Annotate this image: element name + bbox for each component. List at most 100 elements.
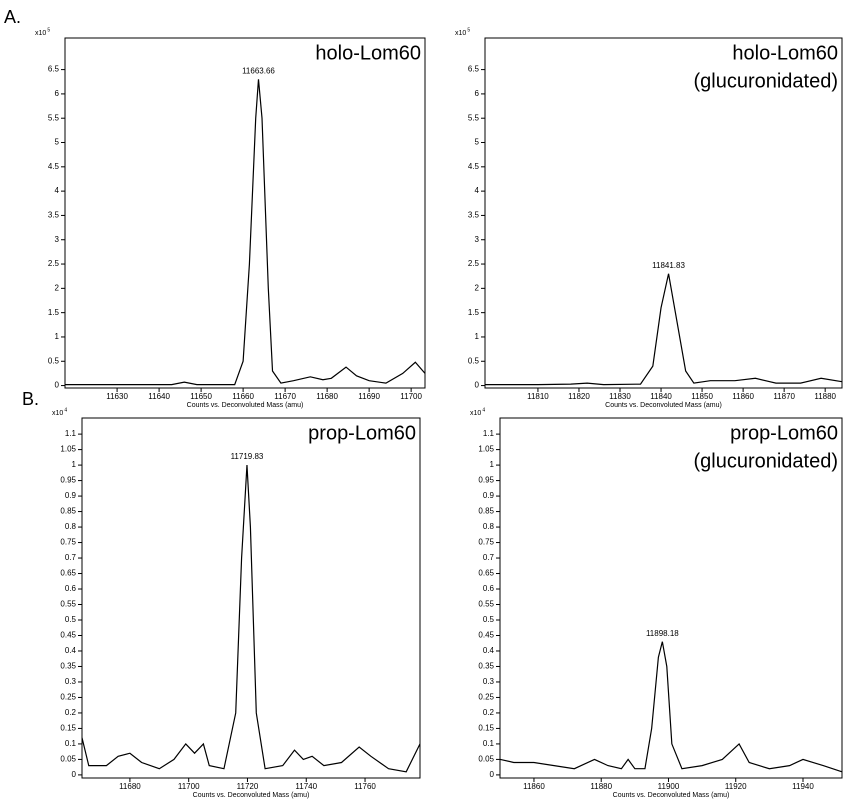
y-tick-label: 1 xyxy=(475,332,480,341)
y-tick-label: 0.5 xyxy=(65,615,77,624)
y-tick-label: 0.9 xyxy=(483,491,495,500)
x-tick-label: 11660 xyxy=(232,392,254,401)
x-tick-label: 11700 xyxy=(178,782,200,791)
plot-frame xyxy=(64,37,426,389)
x-axis-label: Counts vs. Deconvoluted Mass (amu) xyxy=(193,792,310,799)
chart-title: holo-Lom60 xyxy=(315,42,421,64)
x-tick-label: 11630 xyxy=(106,392,128,401)
y-tick-label: 0.15 xyxy=(60,724,76,733)
y-tick-label: 0.6 xyxy=(65,584,77,593)
x-tick-label: 11720 xyxy=(237,782,259,791)
y-exponent: 4 xyxy=(482,407,485,413)
plot-frame xyxy=(499,417,843,779)
y-multiplier: x10 xyxy=(35,30,46,37)
plot-frame xyxy=(484,37,843,389)
y-tick-label: 0 xyxy=(475,381,480,390)
y-tick-label: 0.65 xyxy=(60,569,76,578)
peak-label: 11841.83 xyxy=(652,261,685,270)
y-tick-label: 0.35 xyxy=(478,662,494,671)
y-tick-label: 4 xyxy=(55,186,60,195)
x-axis-label: Counts vs. Deconvoluted Mass (amu) xyxy=(187,402,304,409)
chart-subtitle: (glucuronidated) xyxy=(693,450,838,472)
x-tick-label: 11760 xyxy=(354,782,376,791)
y-tick-label: 0.75 xyxy=(60,538,76,547)
y-multiplier: x10 xyxy=(455,30,466,37)
y-tick-label: 0.7 xyxy=(483,553,495,562)
y-tick-label: 0.2 xyxy=(483,708,495,717)
y-tick-label: 6.5 xyxy=(48,65,60,74)
y-tick-label: 6 xyxy=(55,89,60,98)
y-tick-label: 2 xyxy=(475,283,480,292)
y-tick-label: 0.85 xyxy=(478,507,494,516)
x-tick-label: 11920 xyxy=(725,782,747,791)
chart-title: holo-Lom60 xyxy=(732,42,838,64)
y-exponent: 5 xyxy=(47,27,50,33)
x-tick-label: 11810 xyxy=(527,392,549,401)
x-tick-label: 11680 xyxy=(119,782,141,791)
x-tick-label: 11740 xyxy=(295,782,317,791)
y-tick-label: 1.05 xyxy=(478,445,494,454)
y-tick-label: 1 xyxy=(55,332,60,341)
y-tick-label: 3 xyxy=(475,235,480,244)
panel-label: A. xyxy=(4,7,21,27)
y-tick-label: 0.5 xyxy=(483,615,495,624)
y-tick-label: 0.95 xyxy=(478,476,494,485)
peak-label: 11719.83 xyxy=(231,452,264,461)
peak-label: 11898.18 xyxy=(646,629,679,638)
y-tick-label: 0.45 xyxy=(60,631,76,640)
y-tick-label: 4.5 xyxy=(468,162,480,171)
y-tick-label: 5.5 xyxy=(48,113,60,122)
x-tick-label: 11640 xyxy=(148,392,170,401)
y-tick-label: 6 xyxy=(475,89,480,98)
y-tick-label: 0.55 xyxy=(478,600,494,609)
y-tick-label: 0 xyxy=(55,381,60,390)
y-tick-label: 5 xyxy=(475,138,480,147)
y-tick-label: 0.3 xyxy=(483,677,495,686)
y-tick-label: 0.5 xyxy=(468,356,480,365)
data-line xyxy=(485,273,843,386)
y-tick-label: 0.2 xyxy=(65,708,77,717)
x-tick-label: 11680 xyxy=(316,392,338,401)
y-tick-label: 3.5 xyxy=(468,211,480,220)
x-tick-label: 11860 xyxy=(732,392,754,401)
y-tick-label: 0.1 xyxy=(483,739,495,748)
x-tick-label: 11900 xyxy=(658,782,680,791)
y-tick-label: 0.85 xyxy=(60,507,76,516)
y-tick-label: 1.5 xyxy=(48,308,60,317)
y-tick-label: 4 xyxy=(475,186,480,195)
y-tick-label: 0.35 xyxy=(60,662,76,671)
y-tick-label: 0.7 xyxy=(65,553,77,562)
y-tick-label: 0.45 xyxy=(478,631,494,640)
x-tick-label: 11870 xyxy=(773,392,795,401)
y-multiplier: x10 xyxy=(470,410,481,417)
y-tick-label: 0 xyxy=(490,770,495,779)
y-tick-label: 0.75 xyxy=(478,538,494,547)
y-tick-label: 0.5 xyxy=(48,356,60,365)
x-tick-label: 11940 xyxy=(792,782,814,791)
x-axis-label: Counts vs. Deconvoluted Mass (amu) xyxy=(613,792,730,799)
y-tick-label: 0.95 xyxy=(60,476,76,485)
x-tick-label: 11690 xyxy=(358,392,380,401)
y-tick-label: 0.8 xyxy=(483,522,495,531)
y-tick-label: 0.25 xyxy=(60,693,76,702)
y-tick-label: 0 xyxy=(72,770,77,779)
y-tick-label: 0.3 xyxy=(65,677,77,686)
peak-label: 11663.66 xyxy=(242,66,275,75)
data-line xyxy=(500,641,843,773)
chart-title: prop-Lom60 xyxy=(308,422,416,444)
data-line xyxy=(65,79,426,386)
y-tick-label: 0.4 xyxy=(65,646,77,655)
x-tick-label: 11830 xyxy=(609,392,631,401)
x-tick-label: 11860 xyxy=(523,782,545,791)
y-tick-label: 0.05 xyxy=(60,755,76,764)
y-tick-label: 1.5 xyxy=(468,308,480,317)
plot-frame xyxy=(81,417,421,779)
y-tick-label: 1.1 xyxy=(483,429,495,438)
y-exponent: 4 xyxy=(64,407,67,413)
x-axis-label: Counts vs. Deconvoluted Mass (amu) xyxy=(605,402,722,409)
y-tick-label: 1.05 xyxy=(60,445,76,454)
y-tick-label: 1.1 xyxy=(65,429,77,438)
y-tick-label: 3.5 xyxy=(48,211,60,220)
y-tick-label: 0.9 xyxy=(65,491,77,500)
